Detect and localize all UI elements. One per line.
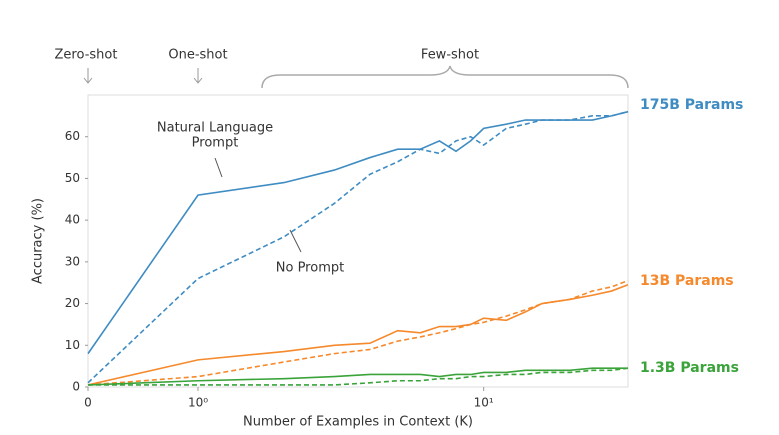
arrow-head [83,77,93,84]
x-axis-label: Number of Examples in Context (K) [243,415,473,430]
annotation-line [289,229,302,253]
arrow-head [193,77,203,84]
series-line [87,284,629,386]
y-tick-label: 50 [65,171,80,185]
annotation: No Prompt [276,261,344,276]
x-tick-label: 0 [84,396,92,410]
series-label: 13B Params [640,273,734,289]
zero-shot-label: Zero-shot [55,48,118,63]
y-tick-label: 30 [65,254,80,268]
y-axis-label: Accuracy (%) [31,198,46,284]
annotation: Natural Language [157,121,273,136]
series-line [87,279,629,386]
y-tick-label: 10 [65,338,80,352]
y-tick-label: 60 [65,129,80,143]
x-tick-label: 10⁰ [188,396,208,410]
few-shot-label: Few-shot [421,48,479,63]
series-line [87,110,629,384]
annotation-line [214,157,223,178]
series-label: 1.3B Params [640,360,739,376]
series-line [87,110,629,355]
series-label: 175B Params [640,97,743,113]
one-shot-label: One-shot [168,48,227,63]
y-tick-label: 40 [65,213,80,227]
plot-frame [87,94,629,388]
annotation: Prompt [192,136,239,151]
y-tick-label: 0 [72,380,80,394]
series-line [87,367,628,386]
x-tick-label: 10¹ [474,396,494,410]
y-tick-label: 20 [65,296,80,310]
brace [261,65,629,89]
